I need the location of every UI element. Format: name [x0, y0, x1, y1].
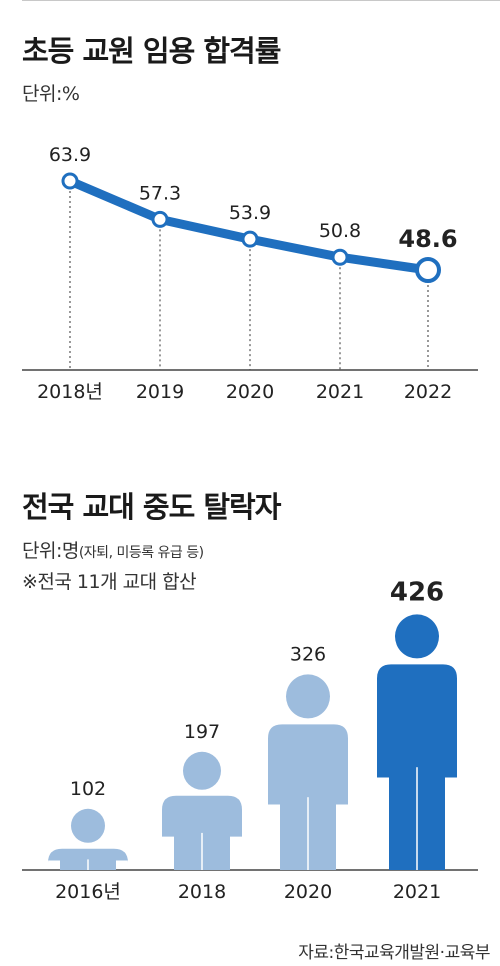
chart2-footnote: ※전국 11개 교대 합산 — [22, 571, 197, 593]
chart2-unit: 단위:명(자퇴, 미등록 유급 등) — [22, 540, 204, 562]
figure-head-3 — [395, 614, 439, 659]
x-tick-label-1: 2018 — [178, 881, 226, 903]
data-label-4: 48.6 — [398, 225, 457, 253]
source-note: 자료:한국교육개발원·교육부 — [298, 943, 490, 963]
chart2-title: 전국 교대 중도 탈락자 — [22, 490, 281, 524]
x-tick-label-0: 2016년 — [55, 881, 121, 903]
data-point-3 — [331, 248, 349, 266]
x-tick-label-2: 2020 — [226, 381, 274, 403]
data-label-0: 63.9 — [49, 144, 91, 166]
top-divider — [22, 0, 500, 1]
x-tick-label-4: 2022 — [404, 381, 452, 403]
data-point-2 — [241, 230, 259, 248]
data-point-4 — [415, 257, 441, 283]
x-tick-label-3: 2021 — [316, 381, 364, 403]
data-label-0: 102 — [70, 778, 106, 800]
x-tick-label-1: 2019 — [136, 381, 184, 403]
data-label-3: 426 — [390, 577, 444, 607]
data-label-3: 50.8 — [319, 220, 361, 242]
figure-head-1 — [183, 751, 221, 790]
data-label-1: 57.3 — [139, 182, 181, 204]
figure-bar-2 — [268, 674, 348, 870]
x-tick-label-3: 2021 — [393, 881, 441, 903]
data-label-2: 53.9 — [229, 202, 271, 224]
line-chart: 63.9 2018년 57.3 2019 53.9 2020 50.8 2021 48.6 202… — [22, 144, 478, 403]
data-label-1: 197 — [184, 721, 220, 743]
figure-head-0 — [71, 808, 105, 843]
data-label-2: 326 — [290, 643, 326, 665]
figure-bar-3 — [377, 614, 457, 870]
chart1-title: 초등 교원 임용 합격률 — [22, 34, 281, 68]
data-point-1 — [151, 210, 169, 228]
data-point-0 — [61, 172, 79, 190]
x-tick-label-2: 2020 — [284, 881, 332, 903]
figure-bar-0 — [48, 808, 128, 870]
figure-head-2 — [286, 674, 330, 719]
x-tick-label-0: 2018년 — [37, 381, 103, 403]
chart1-unit: 단위:% — [22, 83, 80, 105]
figure-bar-1 — [162, 751, 242, 870]
